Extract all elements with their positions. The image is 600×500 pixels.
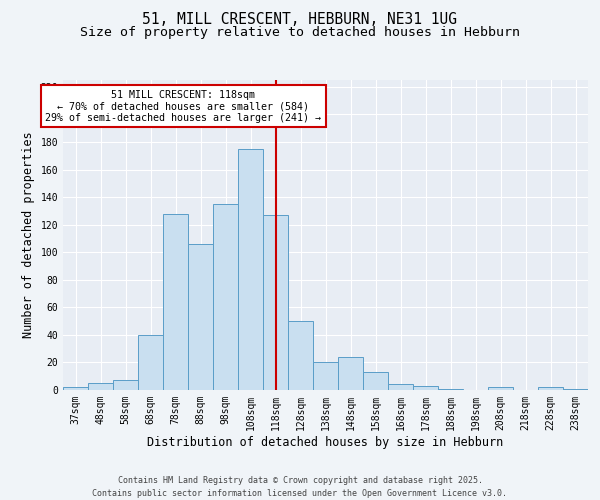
Bar [388,384,413,390]
Bar [563,388,588,390]
Y-axis label: Number of detached properties: Number of detached properties [22,132,35,338]
Bar [538,387,563,390]
Text: Contains HM Land Registry data © Crown copyright and database right 2025.
Contai: Contains HM Land Registry data © Crown c… [92,476,508,498]
Text: 51, MILL CRESCENT, HEBBURN, NE31 1UG: 51, MILL CRESCENT, HEBBURN, NE31 1UG [143,12,458,28]
Bar [313,362,338,390]
Bar [288,321,313,390]
Bar [338,357,363,390]
Bar [488,387,513,390]
Bar [263,215,288,390]
Bar [213,204,238,390]
Bar [113,380,138,390]
Bar [438,388,463,390]
Bar [238,149,263,390]
Text: 51 MILL CRESCENT: 118sqm
← 70% of detached houses are smaller (584)
29% of semi-: 51 MILL CRESCENT: 118sqm ← 70% of detach… [45,90,321,123]
X-axis label: Distribution of detached houses by size in Hebburn: Distribution of detached houses by size … [148,436,503,448]
Bar [163,214,188,390]
Text: Size of property relative to detached houses in Hebburn: Size of property relative to detached ho… [80,26,520,39]
Bar [188,244,213,390]
Bar [363,372,388,390]
Bar [138,335,163,390]
Bar [63,387,88,390]
Bar [88,383,113,390]
Bar [413,386,438,390]
